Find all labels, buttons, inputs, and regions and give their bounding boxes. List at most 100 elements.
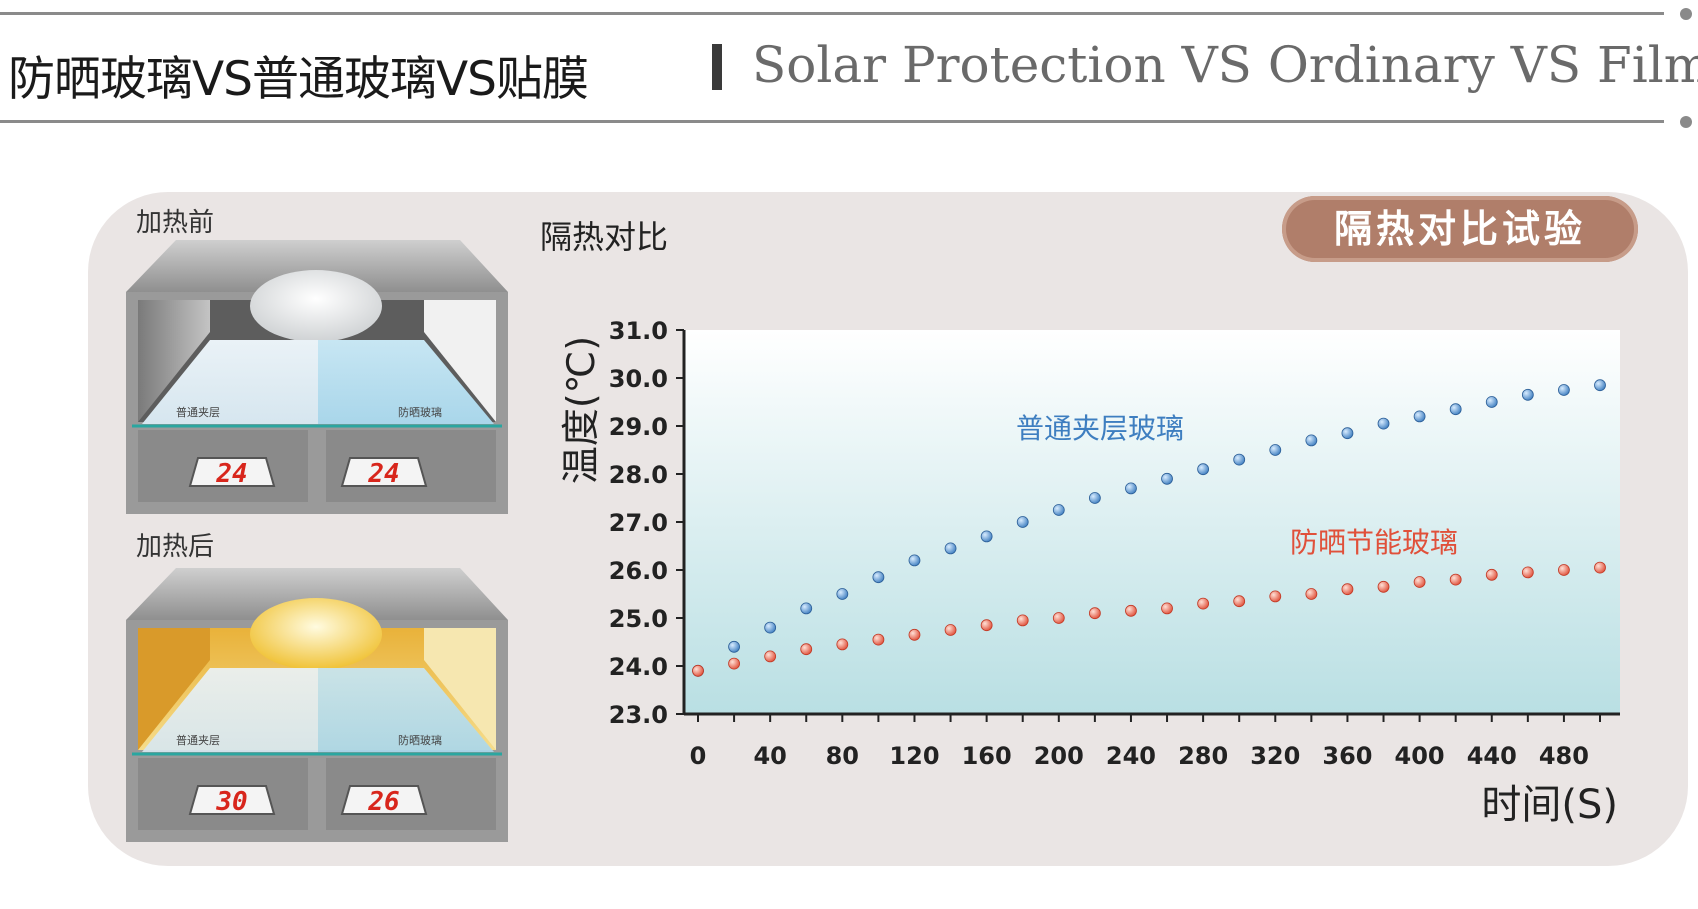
x-tick-label: 80 [826, 742, 859, 770]
top-rule-dot [1680, 8, 1692, 20]
solar-glass-point [872, 633, 885, 646]
ordinary-glass-point [1594, 379, 1606, 392]
solar-glass-point [1413, 576, 1426, 588]
x-tick-label: 0 [690, 742, 707, 770]
x-tick-label: 240 [1106, 742, 1156, 770]
ordinary-glass-point [764, 621, 777, 634]
x-tick-label: 440 [1467, 742, 1517, 770]
after-right-temp: 26 [367, 787, 399, 817]
y-tick-label: 23.0 [609, 701, 668, 729]
x-tick-label: 280 [1178, 742, 1228, 770]
x-tick-label: 360 [1322, 742, 1372, 770]
after-label: 加热后 [136, 532, 215, 562]
solar-glass-point [1485, 568, 1498, 581]
solar-glass-point [1449, 573, 1462, 586]
ordinary-glass-point [1016, 516, 1029, 528]
y-axis-label: 温度(℃) [559, 336, 603, 484]
solar-glass-point [800, 643, 813, 656]
solar-glass-point [764, 650, 777, 663]
plot-area [684, 330, 1620, 714]
ordinary-glass-point [1413, 410, 1426, 423]
solar-glass-point [1377, 580, 1390, 593]
solar-glass-point [944, 624, 957, 636]
solar-glass-point [1161, 602, 1173, 615]
ordinary-glass-point [728, 640, 740, 653]
x-tick-label: 400 [1395, 742, 1445, 770]
y-tick-label: 25.0 [609, 605, 668, 633]
y-tick-label: 31.0 [609, 317, 668, 345]
before-left-glass-label: 普通夹层 [176, 405, 220, 419]
x-tick-label: 200 [1034, 742, 1084, 770]
y-tick-label: 28.0 [609, 461, 668, 489]
ordinary-glass-point [1521, 388, 1534, 401]
before-left-temp: 24 [215, 459, 247, 489]
ordinary-glass-point [1161, 472, 1173, 485]
after-left-temp: 30 [215, 787, 247, 817]
ordinary-glass-point [1125, 482, 1137, 495]
series-label-solar: 防晒节能玻璃 [1290, 526, 1458, 559]
ordinary-glass-point [1341, 427, 1354, 440]
solar-glass-point [1125, 604, 1137, 617]
y-tick-label: 26.0 [609, 557, 668, 585]
y-tick-label: 29.0 [609, 413, 668, 441]
ordinary-glass-point [1088, 492, 1101, 504]
after-left-glass-label: 普通夹层 [176, 733, 220, 747]
solar-glass-point [1341, 583, 1354, 596]
ordinary-glass-point [1449, 403, 1462, 416]
solar-glass-point [1521, 566, 1534, 579]
x-tick-label: 480 [1539, 742, 1589, 770]
solar-glass-point [728, 657, 740, 670]
solar-glass-point [692, 664, 704, 677]
bottom-rule-dot [1680, 116, 1692, 128]
x-tick-label: 320 [1250, 742, 1300, 770]
x-axis-label: 时间(S) [1481, 782, 1618, 828]
ordinary-glass-point [872, 571, 885, 584]
after-right-glass-label: 防晒玻璃 [398, 733, 442, 747]
y-tick-label: 24.0 [609, 653, 668, 681]
bottom-rule [0, 120, 1664, 123]
before-label: 加热前 [136, 208, 215, 238]
page-title-en: Solar Protection VS Ordinary VS Film [752, 36, 1698, 94]
ordinary-glass-point [1233, 453, 1246, 466]
solar-glass-point [1305, 588, 1318, 600]
ordinary-glass-point [1305, 434, 1318, 447]
solar-glass-point [1269, 590, 1282, 603]
solar-glass-point [980, 619, 993, 632]
ordinary-glass-point [980, 530, 993, 543]
box-before [126, 240, 508, 514]
solar-glass-point [836, 638, 849, 651]
page-title-cn: 防晒玻璃VS普通玻璃VS贴膜 [8, 52, 589, 107]
solar-glass-point [908, 628, 921, 641]
data-points [692, 379, 1606, 677]
experiment-badge: 隔热对比试验 [1282, 196, 1638, 262]
series-label-ordinary: 普通夹层玻璃 [1016, 412, 1184, 445]
ordinary-glass-point [1377, 417, 1390, 430]
top-rule [0, 12, 1664, 15]
x-tick-label: 120 [889, 742, 939, 770]
before-right-glass-label: 防晒玻璃 [398, 405, 442, 419]
ordinary-glass-point [1558, 384, 1570, 396]
solar-glass-point [1594, 561, 1606, 574]
chart-title: 隔热对比 [540, 218, 669, 256]
ordinary-glass-point [836, 588, 849, 600]
solar-glass-point [1088, 607, 1101, 620]
ordinary-glass-point [908, 554, 921, 567]
ordinary-glass-point [1052, 504, 1065, 516]
solar-glass-point [1052, 612, 1065, 624]
ordinary-glass-point [944, 542, 957, 555]
x-tick-label: 160 [962, 742, 1012, 770]
y-tick-label: 27.0 [609, 509, 668, 537]
y-tick-label: 30.0 [609, 365, 668, 393]
ordinary-glass-point [800, 602, 813, 615]
tick-labels: 23.0 24.0 25.0 26.0 27.0 28.0 29.0 30.0 31.0 0 40 8… [609, 317, 1601, 770]
solar-glass-point [1558, 564, 1570, 576]
solar-glass-point [1233, 595, 1246, 608]
ordinary-glass-point [1197, 463, 1210, 476]
ordinary-glass-point [1269, 444, 1282, 456]
solar-glass-point [1016, 614, 1029, 627]
title-divider [712, 44, 722, 90]
before-right-temp: 24 [367, 459, 399, 489]
ordinary-glass-point [1485, 396, 1498, 408]
